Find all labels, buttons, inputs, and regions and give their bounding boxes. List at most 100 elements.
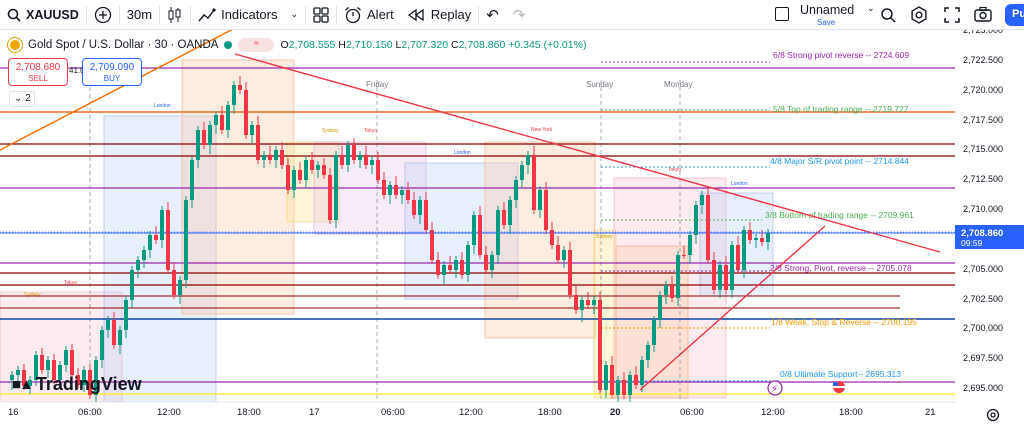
candle-up xyxy=(190,160,194,200)
candle-up xyxy=(466,245,470,275)
redo-button[interactable]: ↷ xyxy=(506,0,533,30)
snapshot-button[interactable] xyxy=(974,6,992,25)
save-label: Save xyxy=(817,18,836,27)
price-tick-label: 2,717.500 xyxy=(963,115,1003,125)
price-tick-label: 2,710.000 xyxy=(963,204,1003,214)
candle-down xyxy=(310,160,314,170)
time-tick-label: 06:00 xyxy=(78,407,102,418)
plus-circle-icon xyxy=(94,6,111,23)
candle-down xyxy=(478,215,482,255)
symbol-search[interactable]: XAUUSD xyxy=(0,0,86,30)
candle-up xyxy=(214,115,218,125)
price-axis[interactable]: 2,725.000 2,722.500 2,720.000 2,717.500 2,71… xyxy=(955,25,1024,402)
fullscreen-icon xyxy=(944,7,960,23)
murrey-dotted-lines xyxy=(601,61,780,382)
search-button[interactable] xyxy=(880,7,896,26)
candle-up xyxy=(274,150,278,160)
candle-up xyxy=(100,330,104,360)
candle-down xyxy=(760,238,764,242)
indicators-button[interactable]: Indicators ⌄ xyxy=(191,0,305,30)
candle-down xyxy=(244,90,248,135)
candle-up xyxy=(232,85,236,105)
time-tick-label: 12:00 xyxy=(761,407,785,418)
candle-down xyxy=(706,195,710,260)
redo-icon: ↷ xyxy=(512,6,526,24)
candle-down xyxy=(430,230,434,260)
session-label-london: London xyxy=(154,103,171,109)
quick-settings-button[interactable] xyxy=(910,6,928,27)
chart-pane[interactable]: Tokyo Sydney London Sydney Tokyo London … xyxy=(0,25,1024,426)
time-tick-label: 18:00 xyxy=(538,407,562,418)
candle-up xyxy=(580,300,584,310)
market-open-icon xyxy=(224,41,233,49)
candle-up xyxy=(148,235,152,250)
interval-button[interactable]: 30m xyxy=(120,0,159,30)
price-tick-label: 2,725.000 xyxy=(963,30,1003,35)
candle-down xyxy=(220,115,224,130)
day-labels: Friday Sunday Monday xyxy=(366,80,692,89)
candle-down xyxy=(598,300,602,390)
candle-down xyxy=(88,370,92,395)
candle-up xyxy=(130,270,134,300)
horizontal-levels xyxy=(0,67,960,395)
candle-up xyxy=(208,125,212,145)
layouts-button[interactable] xyxy=(306,0,336,30)
flag-icon xyxy=(833,381,845,393)
candle-up xyxy=(508,200,512,225)
sell-price: 2,708.680 xyxy=(15,62,61,73)
candle-up xyxy=(664,285,668,295)
candle-up xyxy=(196,130,200,160)
chart-type-button[interactable] xyxy=(160,0,190,30)
candle-up xyxy=(16,370,20,375)
buy-button[interactable]: 2,709.090 BUY xyxy=(82,58,142,86)
session-label-london: London xyxy=(731,181,748,187)
candle-up xyxy=(526,155,530,165)
time-tick-label: 06:00 xyxy=(680,407,704,418)
layout-name-button[interactable]: Unnamed Save ⌄ xyxy=(775,3,885,27)
candle-down xyxy=(502,210,506,225)
collapse-indicators-button[interactable]: ⌄ 2 xyxy=(9,91,35,107)
legend-title[interactable]: Gold Spot / U.S. Dollar · 30 · OANDA xyxy=(28,39,219,51)
candle-up xyxy=(400,190,404,195)
candle-down xyxy=(610,365,614,395)
current-price-label xyxy=(955,225,1024,249)
compare-button[interactable] xyxy=(87,0,119,30)
candle-down xyxy=(448,265,452,270)
candle-down xyxy=(166,210,170,270)
candle-down xyxy=(286,165,290,190)
replay-button[interactable]: Replay xyxy=(401,0,478,30)
trend-lines[interactable] xyxy=(0,27,941,391)
candle-down xyxy=(484,255,488,270)
session-label-sydney: Sydney xyxy=(322,128,339,134)
candle-up xyxy=(718,265,722,290)
fullscreen-button[interactable] xyxy=(944,7,960,26)
publish-button[interactable]: Pu xyxy=(1005,4,1024,26)
candle-up xyxy=(490,255,494,270)
candle-down xyxy=(238,85,242,90)
candle-up xyxy=(418,200,422,215)
legend-pill[interactable]: ≈ xyxy=(238,38,275,52)
candle-down xyxy=(412,200,416,215)
price-chart[interactable]: Tokyo Sydney London Sydney Tokyo London … xyxy=(0,25,1024,426)
candle-up xyxy=(28,380,32,386)
candle-down xyxy=(340,155,344,165)
undo-button[interactable]: ↶ xyxy=(479,0,506,30)
time-axis[interactable]: 16 06:00 12:00 18:00 17 06:00 12:00 18:00 20 06:0… xyxy=(0,380,1024,426)
day-label-sunday: Sunday xyxy=(586,80,613,89)
time-tick-label: 20 xyxy=(610,407,621,418)
buy-price: 2,709.090 xyxy=(89,62,135,73)
candle-up xyxy=(472,215,476,245)
candle-up xyxy=(58,365,62,380)
chevron-down-icon: ⌄ xyxy=(290,9,299,19)
trend-line-resistance xyxy=(234,53,941,253)
price-tick-label: 2,712.500 xyxy=(963,174,1003,184)
candle-up xyxy=(304,160,308,180)
alert-button[interactable]: Alert xyxy=(337,0,401,30)
candle-up xyxy=(628,375,632,395)
sell-button[interactable]: 2,708.680 SELL xyxy=(8,58,68,86)
candle-down xyxy=(568,250,572,295)
candle-up xyxy=(46,360,50,370)
alarm-clock-icon xyxy=(345,6,361,23)
time-tick-label: 06:00 xyxy=(381,407,405,418)
candle-down xyxy=(556,245,560,260)
